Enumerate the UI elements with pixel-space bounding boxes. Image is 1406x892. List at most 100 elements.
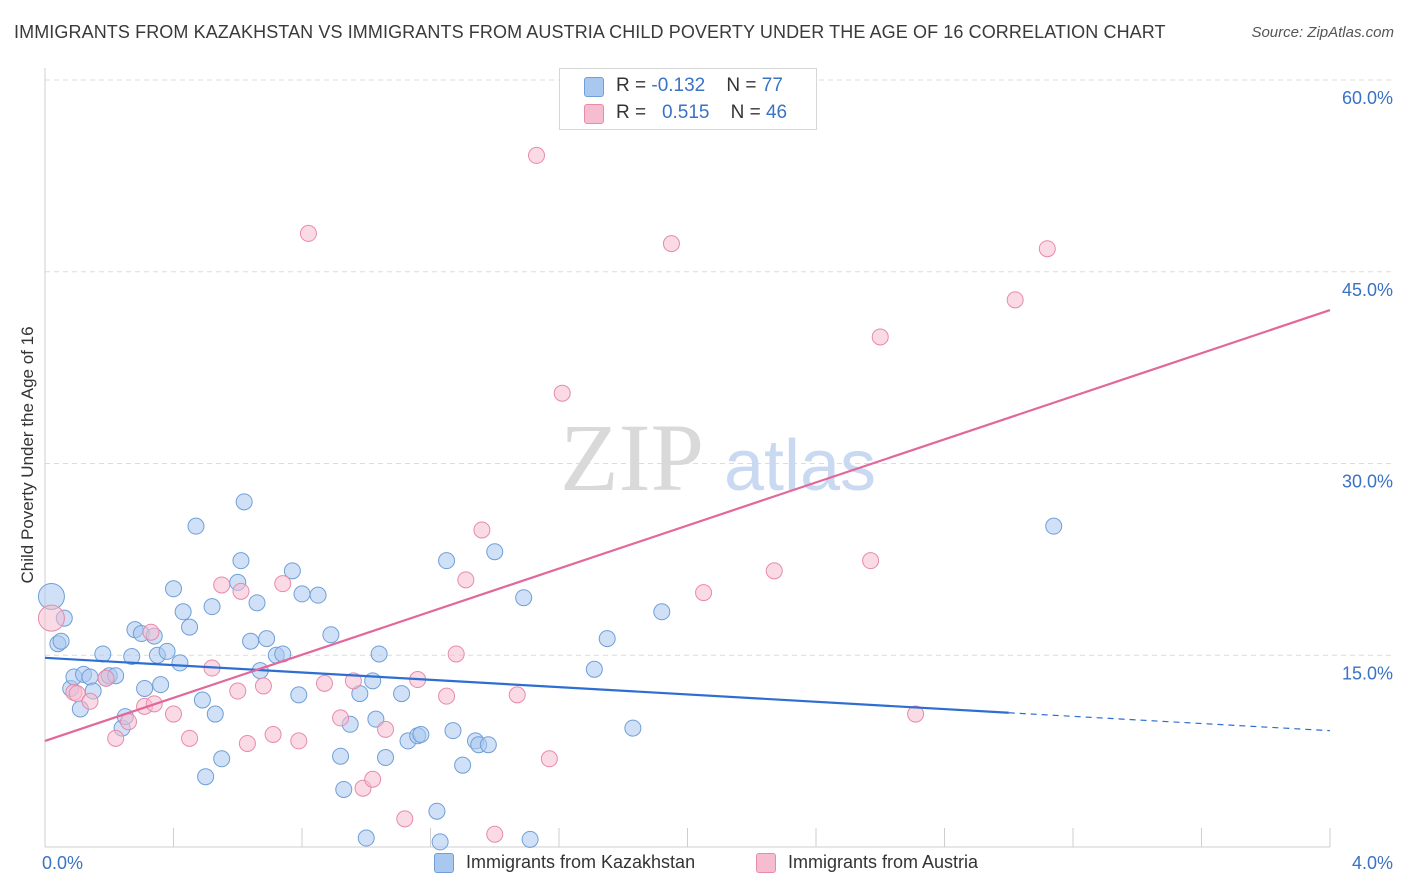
point-austria [344,672,362,690]
point-austria [37,604,65,632]
point-kazakhstan [479,736,497,754]
point-austria [120,713,138,731]
point-austria [871,328,889,346]
point-kazakhstan [258,630,276,648]
y-tick-label: 30.0% [1342,472,1393,492]
point-austria [862,552,880,570]
axes [44,68,1331,848]
point-austria [528,146,546,164]
point-kazakhstan [290,686,308,704]
point-kazakhstan [585,660,603,678]
point-austria [457,571,475,589]
point-kazakhstan [174,603,192,621]
gridlines [45,79,1393,656]
point-austria [264,726,282,744]
point-kazakhstan [309,586,327,604]
trendline-austria [44,309,1331,742]
point-kazakhstan [598,630,616,648]
point-kazakhstan [94,645,112,663]
point-kazakhstan [444,722,462,740]
point-kazakhstan [197,768,215,786]
point-kazakhstan [428,802,446,820]
point-austria [68,685,86,703]
point-austria [97,669,115,687]
point-kazakhstan [454,756,472,774]
point-kazakhstan [335,780,353,798]
legend-n-label: N = [730,102,766,123]
point-austria [1038,240,1056,258]
watermark-atlas: atlas [724,426,876,506]
point-austria [377,720,395,738]
point-austria [299,224,317,242]
point-austria [181,729,199,747]
data-points [37,146,1063,851]
chart-title: IMMIGRANTS FROM KAZAKHSTAN VS IMMIGRANTS… [14,22,1166,42]
watermark-zip: ZIP [560,404,704,511]
x-tick-label: 0.0% [42,853,83,873]
point-austria [229,682,247,700]
point-austria [142,623,160,641]
point-austria [447,645,465,663]
legend-label-kazakhstan: Immigrants from Kazakhstan [466,852,696,872]
y-tick-label: 45.0% [1342,280,1393,300]
point-kazakhstan [235,493,253,511]
point-austria [662,235,680,253]
point-kazakhstan [293,585,311,603]
x-tick-label: 4.0% [1352,853,1393,873]
legend-n-value: 77 [761,75,783,96]
point-austria [290,732,308,750]
legend-n-label: N = [726,75,762,96]
watermark: ZIP atlas [560,404,876,511]
point-kazakhstan [193,691,211,709]
legend-swatch-austria [584,104,604,124]
point-kazakhstan [438,552,456,570]
point-kazakhstan [412,726,430,744]
y-axis-label: Child Poverty Under the Age of 16 [18,326,37,584]
legend-swatch-kazakhstan [584,77,604,97]
point-kazakhstan [653,603,671,621]
point-kazakhstan [431,833,449,851]
point-kazakhstan [213,750,231,768]
point-kazakhstan [393,685,411,703]
legend-r-value: -0.132 [651,75,706,96]
point-austria [907,705,925,723]
point-kazakhstan [181,618,199,636]
point-kazakhstan [515,589,533,607]
point-kazakhstan [206,705,224,723]
point-kazakhstan [158,642,176,660]
point-kazakhstan [283,562,301,580]
point-kazakhstan [232,552,250,570]
point-austria [213,576,231,594]
point-kazakhstan [52,632,70,650]
legend-label-austria: Immigrants from Austria [788,852,979,872]
point-kazakhstan [521,830,539,848]
y-tick-label: 60.0% [1342,88,1393,108]
point-austria [332,709,350,727]
point-kazakhstan [357,829,375,847]
point-kazakhstan [203,598,221,616]
legend-swatch-kazakhstan [434,853,454,873]
point-kazakhstan [136,679,154,697]
point-austria [553,384,571,402]
legend-r-label: R = [616,75,652,96]
point-kazakhstan [370,645,388,663]
point-austria [765,562,783,580]
point-kazakhstan [248,594,266,612]
legend-n-value: 46 [765,102,788,123]
point-kazakhstan [187,517,205,535]
legend-swatch-austria [756,853,776,873]
legend-r-label: R = [616,102,652,123]
point-austria [254,677,272,695]
point-kazakhstan [242,632,260,650]
point-kazakhstan [377,749,395,767]
point-kazakhstan [624,719,642,737]
trendline-kazakhstan [44,656,1009,714]
trendline-kazakhstan-extension [1008,712,1331,732]
point-kazakhstan [152,676,170,694]
point-austria [473,521,491,539]
point-austria [364,770,382,788]
point-austria [315,674,333,692]
point-austria [695,584,713,602]
point-austria [1006,291,1024,309]
